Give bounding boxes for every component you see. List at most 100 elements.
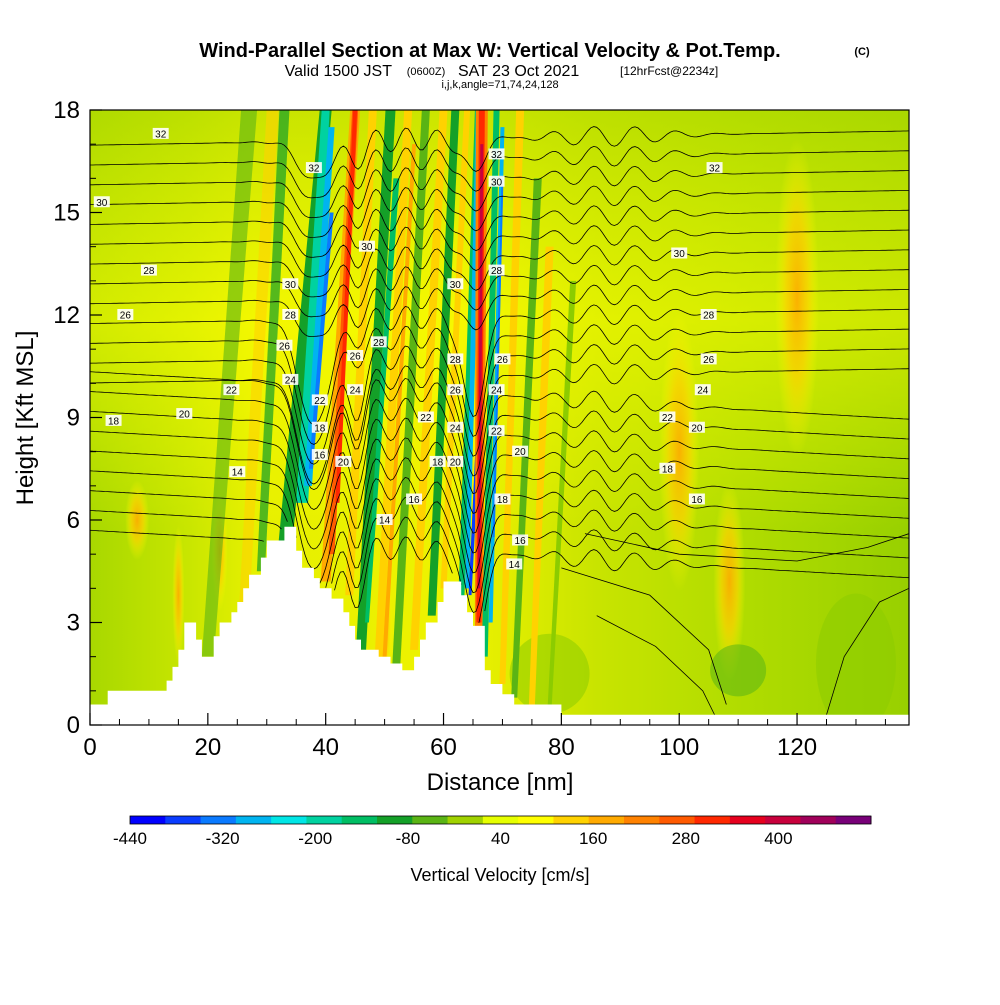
contour-label: 26: [117, 309, 134, 322]
contour-label-bg: [447, 353, 464, 365]
theta-contour: [561, 567, 727, 705]
contour-label-bg: [494, 493, 511, 505]
colorbar-tick-label: 280: [672, 829, 700, 848]
terrain: [90, 526, 909, 725]
colorbar-swatch: [482, 816, 519, 824]
contour-label-text: 24: [350, 386, 362, 397]
contour-label: 30: [447, 278, 464, 291]
x-axis: 0 20 40 60 80 100 120: [83, 713, 886, 761]
contour-label-bg: [152, 127, 169, 139]
contour-label-text: 24: [450, 423, 462, 434]
contour-label-text: 24: [285, 375, 297, 386]
contour-label-text: 30: [285, 280, 297, 291]
contour-label-text: 26: [279, 341, 291, 352]
wave-band: [201, 110, 258, 657]
x-tick-label: 0: [83, 734, 96, 761]
contour-label-text: 28: [703, 311, 715, 322]
colorbar-swatch: [447, 816, 484, 824]
contour-label: 30: [488, 175, 505, 188]
contour-label-text: 28: [491, 266, 503, 277]
contour-label-bg: [512, 445, 529, 457]
contour-label-bg: [671, 247, 688, 259]
contour-label-bg: [488, 148, 505, 160]
contour-label-text: 26: [497, 355, 509, 366]
contour-label-bg: [694, 384, 711, 396]
y-tick-label: 3: [67, 610, 80, 637]
contour-label-bg: [311, 394, 328, 406]
theta-contour: [90, 371, 909, 495]
contour-label: 20: [688, 421, 705, 434]
colorbar-swatch: [659, 816, 696, 824]
contour-label: 30: [671, 247, 688, 260]
contour-label-bg: [659, 462, 676, 474]
wave-band: [440, 110, 471, 589]
contour-label-text: 22: [226, 386, 238, 397]
subtitle-valid: Valid 1500 JST: [285, 63, 393, 80]
contour-label-text: 16: [515, 536, 527, 547]
x-tick-label: 120: [777, 734, 817, 761]
contour-label-bg: [282, 309, 299, 320]
colorbar-tick-label: -440: [113, 829, 147, 848]
contour-label: 22: [223, 384, 240, 397]
contour-label-bg: [688, 493, 705, 505]
theta-contour: [90, 284, 909, 338]
colorbar-swatch: [800, 816, 837, 824]
contour-label-bg: [117, 309, 134, 320]
contour-label-text: 30: [361, 242, 373, 253]
warm-patch: [775, 137, 820, 458]
contour-label: 24: [447, 421, 464, 434]
contour-label-bg: [105, 414, 122, 426]
contour-label-bg: [370, 336, 387, 348]
chart-title-mark: (C): [854, 46, 870, 58]
contour-label-text: 20: [691, 423, 703, 434]
contour-label-bg: [311, 421, 328, 433]
colorbar-swatch: [835, 816, 872, 824]
contour-label: 22: [488, 425, 505, 438]
contour-label-text: 20: [450, 457, 462, 468]
wave-band: [296, 110, 330, 503]
colorbar-swatch: [130, 816, 166, 824]
contour-label-text: 28: [450, 355, 462, 366]
contour-label-text: 32: [709, 164, 721, 175]
contour-label: 26: [447, 384, 464, 397]
colorbar: -440 -320 -200 -80 40 160 280 400: [113, 815, 872, 848]
contour-label-text: 30: [450, 280, 462, 291]
contour-label-bg: [311, 449, 328, 461]
colorbar-swatch: [518, 816, 554, 824]
colorbar-swatch: [377, 816, 413, 824]
y-tick-label: 6: [67, 507, 80, 534]
contour-label: 28: [447, 353, 464, 366]
contour-label: 26: [347, 350, 364, 363]
contour-label: 18: [105, 414, 122, 427]
colorbar-tick-label: 40: [491, 829, 510, 848]
contour-label-text: 14: [379, 516, 391, 527]
contour-label-text: 16: [691, 495, 703, 506]
contour-label-text: 28: [143, 266, 155, 277]
colorbar-swatch: [694, 816, 731, 824]
y-tick-label: 18: [53, 97, 80, 124]
contour-label-bg: [417, 411, 434, 423]
contour-label-bg: [447, 278, 464, 290]
contour-label-text: 26: [703, 355, 715, 366]
contour-label-bg: [406, 493, 423, 505]
wave-band: [238, 110, 279, 623]
theta-contour: [90, 510, 909, 623]
contour-label-bg: [488, 175, 505, 187]
theta-contour: [90, 324, 909, 445]
indices-line: i,j,k,angle=71,74,24,128: [441, 79, 558, 91]
wave-band: [477, 144, 484, 589]
warm-patch: [713, 481, 746, 682]
colorbar-frame: [129, 815, 872, 825]
contour-label: 22: [659, 411, 676, 424]
contour-label-bg: [176, 408, 193, 420]
wave-bands: [201, 110, 577, 708]
contour-label-text: 18: [314, 423, 326, 434]
wave-band: [392, 110, 430, 664]
y-axis: 0 3 6 9 12 15 18: [53, 97, 102, 739]
wave-band: [499, 110, 525, 684]
wave-band: [364, 178, 400, 623]
contour-label-bg: [494, 353, 511, 365]
contour-label: 18: [659, 462, 676, 475]
wave-band: [256, 110, 290, 572]
contour-label-text: 22: [420, 413, 432, 424]
